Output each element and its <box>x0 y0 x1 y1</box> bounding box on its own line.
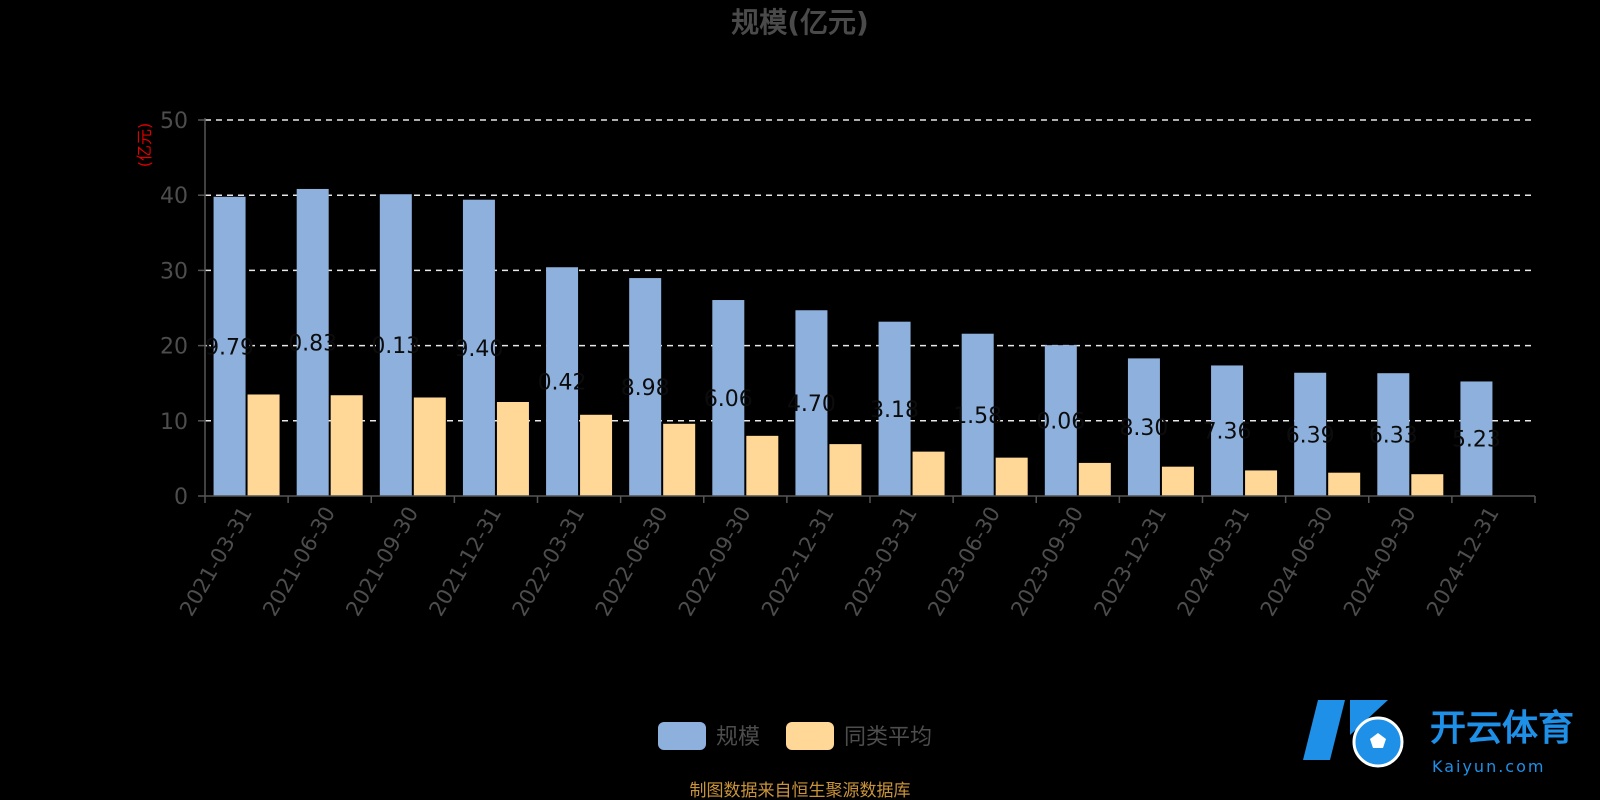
bar-peer-average <box>330 395 363 496</box>
bar-scale <box>1044 345 1077 496</box>
bar-peer-average <box>829 444 862 496</box>
bar-scale <box>629 278 662 496</box>
legend-swatch-scale <box>658 722 706 750</box>
legend-label-scale: 规模 <box>716 725 760 750</box>
x-tick-label: 2023-09-30 <box>1006 503 1088 621</box>
bar-peer-average <box>995 457 1028 496</box>
bar-peer-average <box>247 394 280 496</box>
data-label: 9.79 <box>205 335 254 360</box>
bar-peer-average <box>1161 466 1194 496</box>
x-tick-label: 2021-06-30 <box>258 503 340 621</box>
source-note: 制图数据来自恒生聚源数据库 <box>690 781 911 800</box>
x-tick-label: 2022-09-30 <box>674 503 756 621</box>
x-tick-label: 2023-12-31 <box>1089 503 1171 621</box>
data-label: 3.18 <box>870 398 919 423</box>
bar-peer-average <box>1328 472 1361 496</box>
data-label: 1.58 <box>953 404 1002 429</box>
bar-scale <box>712 300 745 496</box>
data-label: 0.06 <box>1036 410 1085 435</box>
x-tick-label: 2024-03-31 <box>1173 503 1255 621</box>
watermark-logo: 开云体育 Kaiyun.com <box>1303 700 1574 776</box>
legend-swatch-peer-average <box>786 722 834 750</box>
data-label: 6.06 <box>704 387 753 412</box>
y-tick-label: 50 <box>160 109 188 134</box>
y-tick-label: 0 <box>174 485 188 510</box>
bar-scale <box>878 321 911 496</box>
y-tick-label: 40 <box>160 184 188 209</box>
logo-subtext: Kaiyun.com <box>1432 757 1545 776</box>
bar-scale <box>1377 373 1410 496</box>
bar-peer-average <box>1245 470 1278 496</box>
bars: 9.79 0.83 0.13 9.40 0.42 8.98 6.06 4.70 3.18 1.58… <box>205 188 1501 496</box>
x-tick-label: 2022-12-31 <box>757 503 839 621</box>
logo-text: 开云体育 <box>1430 708 1574 749</box>
x-tick-label: 2023-03-31 <box>840 503 922 621</box>
bar-scale <box>1294 372 1327 496</box>
y-axis: 0 10 20 30 40 50 <box>160 109 206 510</box>
data-label: 0.42 <box>538 371 587 396</box>
data-label: 6.39 <box>1286 423 1335 448</box>
y-tick-label: 30 <box>160 259 188 284</box>
bar-peer-average <box>413 397 446 496</box>
legend[interactable]: 规模 同类平均 <box>658 722 932 750</box>
data-label: 0.13 <box>371 334 420 359</box>
x-tick-label: 2021-09-30 <box>341 503 423 621</box>
chart-title: 规模(亿元) <box>731 6 869 39</box>
bar-peer-average <box>746 435 779 496</box>
bar-peer-average <box>496 402 529 496</box>
x-tick-label: 2024-12-31 <box>1422 503 1504 621</box>
bar-scale <box>1127 358 1160 496</box>
x-tick-label: 2021-12-31 <box>424 503 506 621</box>
data-label: 8.98 <box>621 376 670 401</box>
bar-peer-average <box>1078 462 1111 496</box>
x-tick-label: 2023-06-30 <box>923 503 1005 621</box>
y-tick-label: 10 <box>160 410 188 435</box>
bar-scale <box>379 194 412 496</box>
x-axis: 2021-03-31 2021-06-30 2021-09-30 2021-12-31… <box>175 495 1536 621</box>
legend-label-peer-average: 同类平均 <box>844 725 932 750</box>
data-label: 0.83 <box>288 331 337 356</box>
bar-peer-average <box>1411 474 1444 496</box>
bar-scale <box>462 199 495 496</box>
x-tick-label: 2024-09-30 <box>1339 503 1421 621</box>
bar-peer-average <box>663 423 696 496</box>
x-tick-label: 2022-06-30 <box>591 503 673 621</box>
bar-scale <box>296 188 329 496</box>
y-axis-label: (亿元) <box>135 123 154 168</box>
data-label: 7.36 <box>1203 420 1252 445</box>
bar-peer-average <box>580 414 613 496</box>
bar-scale <box>213 196 246 496</box>
x-tick-label: 2021-03-31 <box>175 503 257 621</box>
x-tick-label: 2022-03-31 <box>508 503 590 621</box>
bar-scale <box>795 310 828 496</box>
y-tick-label: 20 <box>160 335 188 360</box>
data-label: 8.30 <box>1119 416 1168 441</box>
data-label: 5.23 <box>1452 428 1501 453</box>
bar-peer-average <box>912 451 945 496</box>
data-label: 6.33 <box>1369 424 1418 449</box>
x-tick-label: 2024-06-30 <box>1256 503 1338 621</box>
bar-scale <box>1460 381 1493 496</box>
data-label: 9.40 <box>454 337 503 362</box>
bar-scale <box>961 333 994 496</box>
soccer-ball-k-icon <box>1303 700 1404 768</box>
bar-scale <box>1211 365 1244 496</box>
bar-scale <box>546 267 579 496</box>
data-label: 4.70 <box>787 392 836 417</box>
